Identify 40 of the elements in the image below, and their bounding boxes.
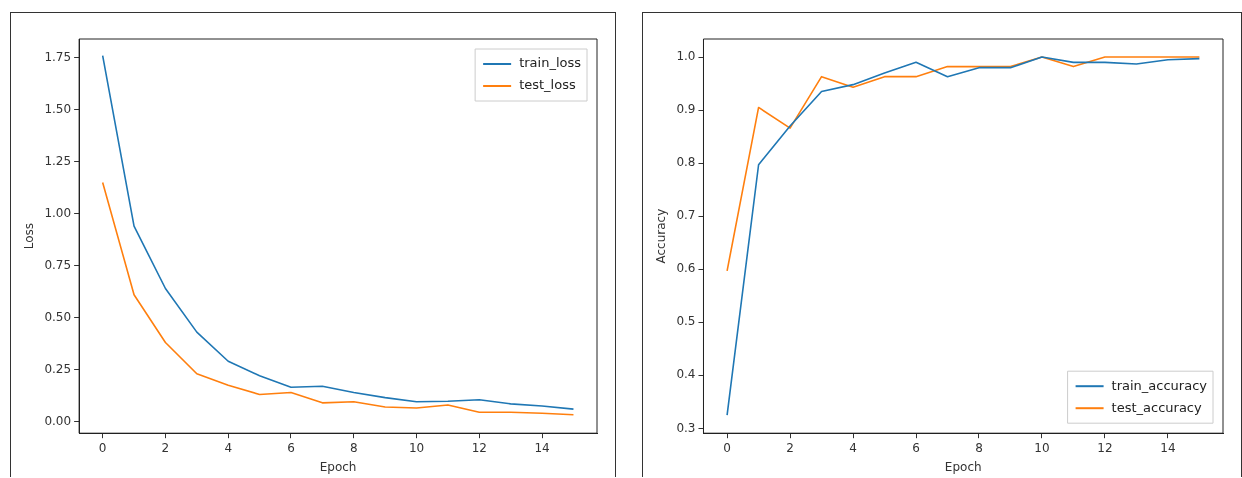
x-tick-label: 4 xyxy=(849,440,857,455)
legend-label: test_loss xyxy=(519,77,576,93)
x-tick-label: 6 xyxy=(912,440,920,455)
x-tick-label: 6 xyxy=(287,440,295,455)
legend-label: test_accuracy xyxy=(1111,399,1203,415)
x-tick-label: 14 xyxy=(534,440,550,455)
y-tick-label: 0.25 xyxy=(44,361,72,376)
x-tick-label: 12 xyxy=(1097,440,1113,455)
y-tick-label: 0.8 xyxy=(676,155,696,170)
y-axis-title: Loss xyxy=(22,222,37,250)
x-axis-title: Epoch xyxy=(944,459,982,474)
x-axis-title: Epoch xyxy=(319,459,357,474)
y-tick-label: 1.00 xyxy=(44,205,72,220)
x-tick-label: 8 xyxy=(349,440,358,455)
y-tick-label: 1.50 xyxy=(44,101,72,116)
x-tick-label: 12 xyxy=(471,440,487,455)
y-tick-label: 0.00 xyxy=(44,413,72,428)
y-tick-label: 0.7 xyxy=(676,208,696,223)
y-tick-label: 1.75 xyxy=(44,49,72,64)
x-tick-label: 2 xyxy=(786,440,794,455)
x-tick-label: 0 xyxy=(98,440,107,455)
y-axis-title: Accuracy xyxy=(654,208,669,264)
x-tick-label: 10 xyxy=(408,440,425,455)
x-tick-label: 14 xyxy=(1160,440,1176,455)
y-tick-label: 0.9 xyxy=(676,102,696,117)
legend-label: train_loss xyxy=(519,55,582,71)
y-tick-label: 0.75 xyxy=(44,257,72,272)
x-tick-label: 10 xyxy=(1034,440,1050,455)
y-tick-label: 1.0 xyxy=(676,49,696,64)
y-tick-label: 1.25 xyxy=(44,153,72,168)
x-tick-label: 4 xyxy=(224,440,233,455)
y-tick-label: 0.50 xyxy=(44,309,72,324)
x-tick-label: 8 xyxy=(975,440,983,455)
legend-label: train_accuracy xyxy=(1111,377,1208,393)
y-tick-label: 0.3 xyxy=(676,420,696,435)
x-tick-label: 2 xyxy=(161,440,170,455)
y-tick-label: 0.4 xyxy=(676,367,696,382)
x-tick-label: 0 xyxy=(723,440,731,455)
y-tick-label: 0.6 xyxy=(676,261,696,276)
y-tick-label: 0.5 xyxy=(676,314,696,329)
